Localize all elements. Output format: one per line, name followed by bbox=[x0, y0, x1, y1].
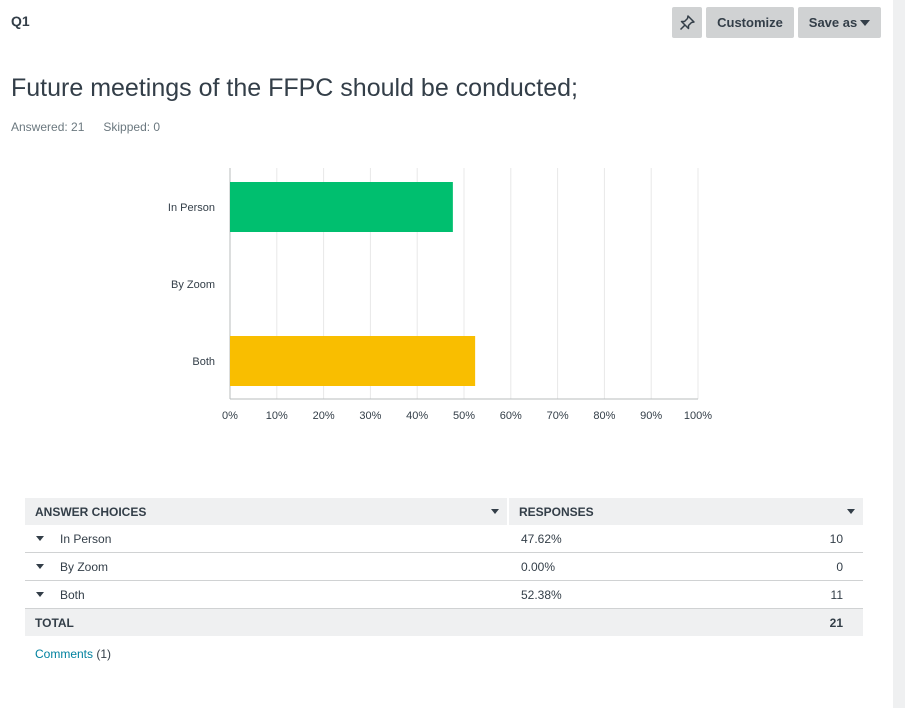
row-choice: In Person bbox=[25, 532, 509, 546]
sort-caret-icon[interactable] bbox=[847, 509, 855, 514]
table-header: ANSWER CHOICES RESPONSES bbox=[25, 498, 863, 525]
chart-tick-label: 70% bbox=[547, 410, 569, 422]
response-count: 0 bbox=[836, 559, 843, 574]
comments: Comments (1) bbox=[35, 647, 111, 661]
question-title: Future meetings of the FFPC should be co… bbox=[11, 74, 578, 102]
answered-count: Answered: 21 bbox=[11, 120, 85, 134]
expand-caret-icon[interactable] bbox=[36, 592, 44, 597]
expand-caret-icon[interactable] bbox=[36, 536, 44, 541]
total-count: 21 bbox=[829, 615, 843, 630]
chart-tick-label: 90% bbox=[640, 410, 662, 422]
table-row: Both 52.38% 11 bbox=[25, 581, 863, 609]
question-number: Q1 bbox=[11, 13, 30, 29]
row-choice: By Zoom bbox=[25, 560, 509, 574]
pin-icon bbox=[679, 14, 695, 30]
skipped-count: Skipped: 0 bbox=[103, 120, 161, 134]
chart-category-label: Both bbox=[192, 356, 215, 368]
response-percent: 47.62% bbox=[521, 531, 562, 546]
customize-label: Customize bbox=[717, 15, 783, 30]
chart-bar[interactable] bbox=[230, 182, 453, 232]
chart-category-label: In Person bbox=[168, 202, 215, 214]
toolbar: Customize Save as bbox=[672, 7, 881, 38]
header-responses[interactable]: RESPONSES bbox=[509, 498, 863, 525]
results-table: ANSWER CHOICES RESPONSES In Person 47.62… bbox=[25, 498, 863, 636]
chart-tick-label: 40% bbox=[406, 410, 428, 422]
total-label: TOTAL bbox=[35, 615, 74, 630]
header-answer-choices[interactable]: ANSWER CHOICES bbox=[25, 498, 509, 525]
row-choice: Both bbox=[25, 588, 509, 602]
chart-bars bbox=[230, 182, 476, 386]
header-responses-label: RESPONSES bbox=[519, 504, 594, 519]
chart-bar[interactable] bbox=[230, 336, 476, 386]
chart-tick-label: 30% bbox=[359, 410, 381, 422]
header-answer-choices-label: ANSWER CHOICES bbox=[35, 504, 147, 519]
chart-tick-label: 20% bbox=[313, 410, 335, 422]
table-total-row: TOTAL 21 bbox=[25, 609, 863, 636]
chart-tick-label: 100% bbox=[684, 410, 712, 422]
response-count: 11 bbox=[830, 587, 843, 602]
chart-category-label: By Zoom bbox=[171, 279, 215, 291]
pin-button[interactable] bbox=[672, 7, 702, 38]
choice-label: In Person bbox=[60, 531, 112, 546]
response-percent: 52.38% bbox=[521, 587, 562, 602]
comments-link[interactable]: Comments bbox=[35, 647, 94, 661]
chevron-down-icon bbox=[860, 19, 871, 26]
table-row: By Zoom 0.00% 0 bbox=[25, 553, 863, 581]
response-stats: Answered: 21 Skipped: 0 bbox=[11, 120, 160, 134]
scrollbar-track[interactable] bbox=[893, 0, 905, 708]
chart-tick-labels: 0% 10% 20% 30% 40% 50% 60% 70% 80% 90% 100% bbox=[222, 410, 712, 422]
sort-caret-icon[interactable] bbox=[491, 509, 499, 514]
choice-label: By Zoom bbox=[60, 559, 109, 574]
response-count: 10 bbox=[829, 531, 843, 546]
chart-tick-label: 10% bbox=[266, 410, 288, 422]
expand-caret-icon[interactable] bbox=[36, 564, 44, 569]
comments-count: (1) bbox=[96, 647, 112, 661]
chart-tick-label: 80% bbox=[593, 410, 615, 422]
bar-chart: In Person By Zoom Both 0% 10% 20% 30% 40% 50% 60… bbox=[168, 168, 712, 422]
chart-category-labels: In Person By Zoom Both bbox=[168, 202, 215, 368]
table-row: In Person 47.62% 10 bbox=[25, 525, 863, 553]
choice-label: Both bbox=[60, 587, 85, 602]
save-as-button[interactable]: Save as bbox=[798, 7, 881, 38]
save-as-label: Save as bbox=[808, 15, 858, 30]
chart-tick-label: 0% bbox=[222, 410, 238, 422]
chart-tick-label: 50% bbox=[453, 410, 475, 422]
customize-button[interactable]: Customize bbox=[706, 7, 794, 38]
chart-tick-label: 60% bbox=[500, 410, 522, 422]
response-percent: 0.00% bbox=[521, 559, 556, 574]
